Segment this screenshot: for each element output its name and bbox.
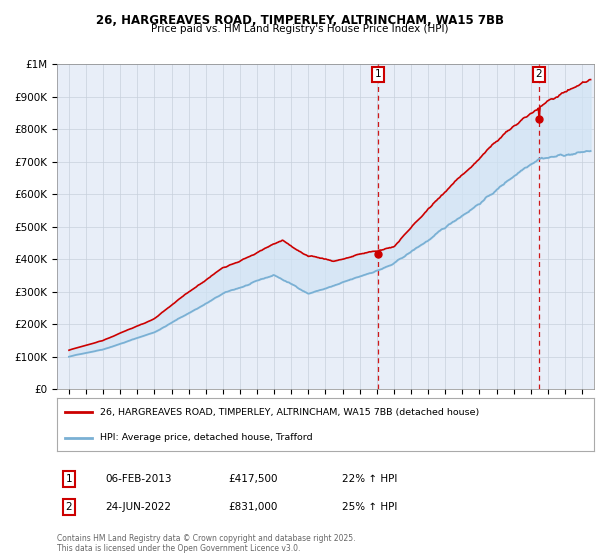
Text: Contains HM Land Registry data © Crown copyright and database right 2025.
This d: Contains HM Land Registry data © Crown c… [57,534,355,553]
Text: Price paid vs. HM Land Registry's House Price Index (HPI): Price paid vs. HM Land Registry's House … [151,24,449,34]
Text: 24-JUN-2022: 24-JUN-2022 [105,502,171,512]
Text: 26, HARGREAVES ROAD, TIMPERLEY, ALTRINCHAM, WA15 7BB (detached house): 26, HARGREAVES ROAD, TIMPERLEY, ALTRINCH… [100,408,479,417]
Text: 2: 2 [65,502,73,512]
Text: 1: 1 [375,69,382,80]
Text: 06-FEB-2013: 06-FEB-2013 [105,474,172,484]
Text: £831,000: £831,000 [228,502,277,512]
Text: 1: 1 [65,474,73,484]
Text: 25% ↑ HPI: 25% ↑ HPI [342,502,397,512]
Text: 26, HARGREAVES ROAD, TIMPERLEY, ALTRINCHAM, WA15 7BB: 26, HARGREAVES ROAD, TIMPERLEY, ALTRINCH… [96,14,504,27]
Text: HPI: Average price, detached house, Trafford: HPI: Average price, detached house, Traf… [100,433,313,442]
Text: 2: 2 [536,69,542,80]
Text: 22% ↑ HPI: 22% ↑ HPI [342,474,397,484]
Text: £417,500: £417,500 [228,474,277,484]
